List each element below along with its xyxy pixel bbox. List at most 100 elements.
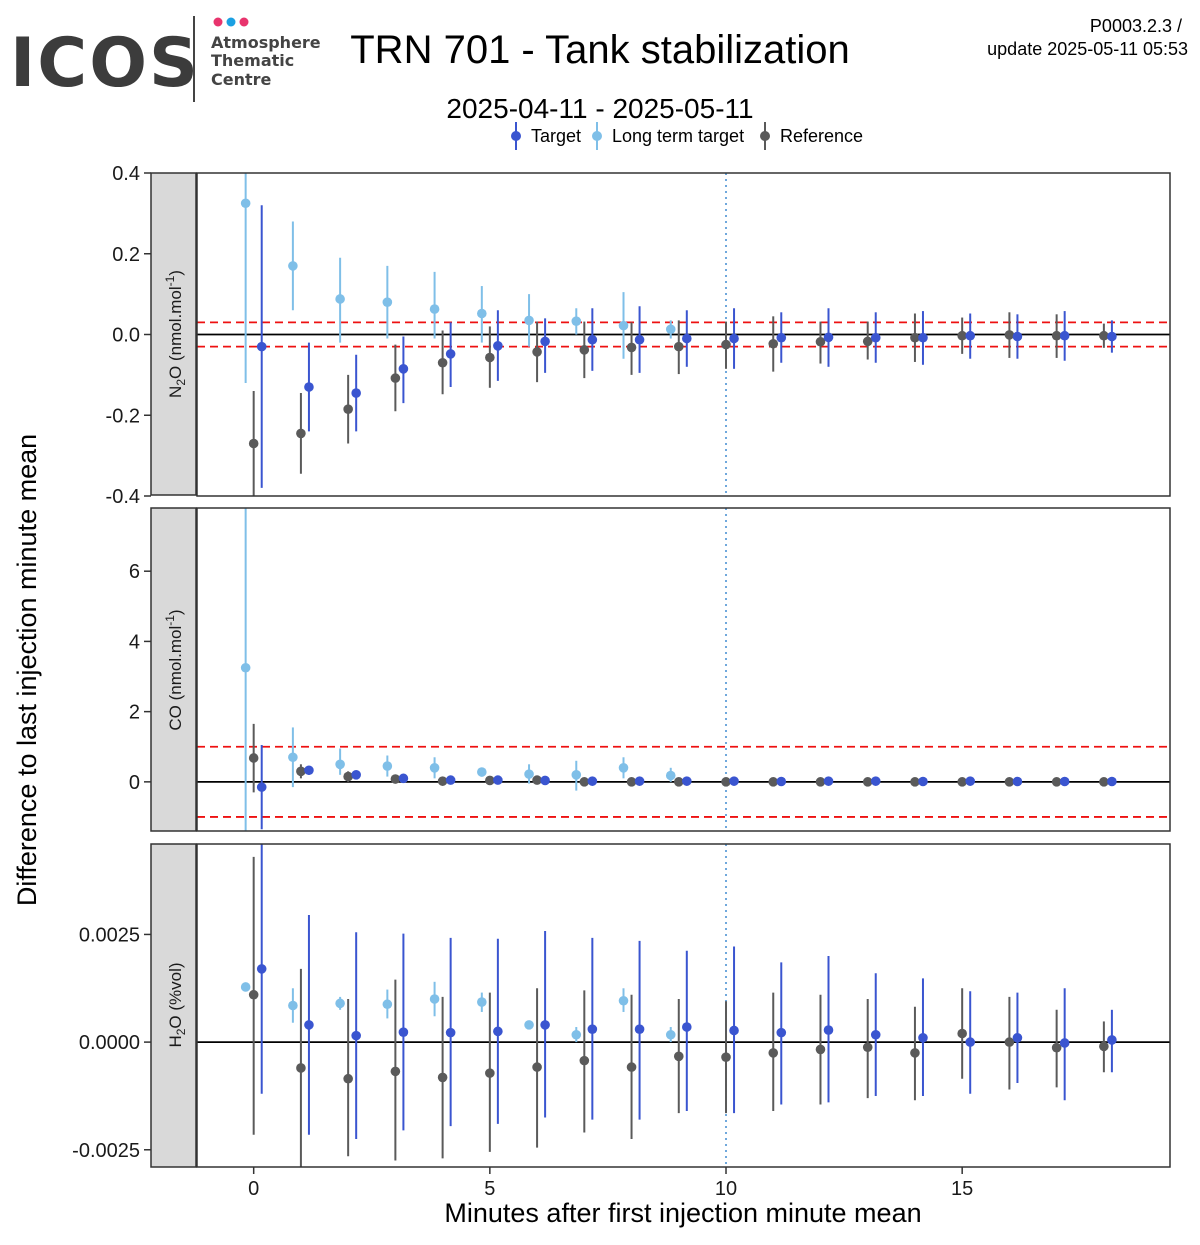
reference-point — [485, 1068, 495, 1078]
facet-strip-co: CO (nmol.mol-1) — [150, 507, 197, 832]
long_term-point — [382, 297, 393, 308]
reference-point — [248, 989, 259, 1000]
target-point — [587, 776, 598, 786]
target-point — [776, 776, 787, 787]
reference-point — [1051, 777, 1062, 787]
chart-title: TRN 701 - Tank stabilization — [350, 28, 850, 72]
long_term-point — [665, 770, 676, 781]
logo-text: ICOS — [10, 24, 200, 103]
long_term-point — [618, 320, 629, 331]
long_term-point — [240, 662, 251, 673]
reference-point — [343, 771, 353, 782]
panel-plot-area — [197, 508, 1170, 831]
reference-point — [815, 777, 826, 787]
target-point — [870, 776, 881, 786]
target-point — [351, 770, 361, 780]
long_term-point — [618, 763, 629, 773]
facet-strip — [150, 507, 197, 832]
reference-point — [721, 1052, 731, 1062]
long_term-point — [288, 261, 298, 271]
long_term-point — [571, 770, 582, 780]
reference-point — [296, 766, 306, 777]
reference-point — [957, 1028, 967, 1039]
logo-org-line: Centre — [211, 70, 272, 89]
target-point — [870, 332, 881, 343]
target-point — [776, 1027, 787, 1038]
reference-point — [343, 1073, 353, 1084]
reference-point — [862, 777, 873, 787]
target-point — [398, 773, 409, 784]
panel-border — [196, 172, 1171, 497]
reference-point — [485, 775, 495, 786]
y-tick-label: -0.4 — [106, 486, 140, 508]
reference-point — [673, 777, 684, 787]
y-tick-label: 4 — [129, 631, 140, 653]
reference-point — [579, 1055, 590, 1066]
target-point — [729, 333, 739, 344]
y-tick-label: 0.4 — [112, 163, 140, 185]
target-point — [351, 1030, 361, 1041]
reference-point — [626, 342, 637, 353]
reference-point — [910, 777, 920, 787]
legend-label: Reference — [780, 126, 863, 146]
y-tick-label: -0.0025 — [72, 1140, 140, 1162]
target-point — [965, 330, 976, 341]
facet-strip-label: N2O (nmol.mol-1) — [163, 270, 188, 398]
reference-point — [1099, 777, 1109, 787]
facet-strip — [150, 172, 197, 496]
y-tick-label: 0.0025 — [79, 924, 140, 946]
facet-panel-n2o: -0.4 -0.2 0.0 0.2 0.4 — [106, 163, 1171, 508]
target-point — [870, 1029, 881, 1040]
reference-point — [910, 332, 920, 343]
target-point — [918, 776, 928, 787]
target-point — [1059, 776, 1070, 787]
panel-background — [197, 844, 1170, 1167]
legend-label: Target — [531, 126, 581, 146]
target-point — [682, 776, 692, 786]
reference-point — [390, 1066, 401, 1077]
target-point — [823, 776, 834, 786]
reference-point — [579, 777, 590, 787]
y-tick-label: 2 — [129, 702, 140, 724]
long_term-point — [288, 1000, 298, 1011]
logo-dot — [226, 17, 236, 27]
long_term-point — [335, 759, 345, 770]
y-tick-label: 0.0 — [112, 325, 140, 347]
target-point — [445, 1027, 456, 1038]
facet-strip-label: H2O (%vol) — [166, 962, 188, 1047]
x-tick-label: 10 — [715, 1178, 737, 1200]
target-point — [351, 388, 361, 398]
legend-item-target: Target — [511, 122, 581, 150]
legend-item-long-term-target: Long term target — [592, 122, 744, 150]
panel-plot-area — [197, 844, 1170, 1167]
target-point — [776, 332, 787, 343]
reference-point — [815, 1044, 826, 1055]
facet-strip-label: CO (nmol.mol-1) — [163, 609, 185, 730]
reference-point — [768, 777, 779, 787]
legend-key-dot — [760, 131, 770, 141]
reference-point — [673, 1051, 684, 1062]
x-axis-title: Minutes after first injection minute mea… — [444, 1198, 921, 1228]
target-point — [493, 775, 503, 785]
y-tick-label: 0.2 — [112, 244, 140, 266]
long_term-point — [618, 995, 629, 1006]
long_term-point — [429, 304, 440, 314]
reference-point — [390, 373, 401, 383]
long_term-point — [571, 1029, 582, 1040]
target-point — [304, 382, 314, 392]
reference-point — [437, 1072, 448, 1083]
long_term-point — [665, 1029, 676, 1040]
reference-point — [248, 438, 259, 449]
reference-point — [296, 1063, 306, 1073]
target-point — [634, 1024, 645, 1034]
long_term-point — [335, 294, 345, 304]
long_term-point — [571, 316, 582, 326]
target-point — [823, 1025, 834, 1035]
reference-point — [485, 352, 495, 363]
reference-point — [1099, 330, 1109, 341]
y-tick-label: -0.2 — [106, 405, 140, 427]
logo-org-line: Atmosphere — [211, 33, 321, 52]
x-axis: 0 5 10 15 — [248, 1167, 973, 1200]
reference-point — [768, 338, 779, 349]
